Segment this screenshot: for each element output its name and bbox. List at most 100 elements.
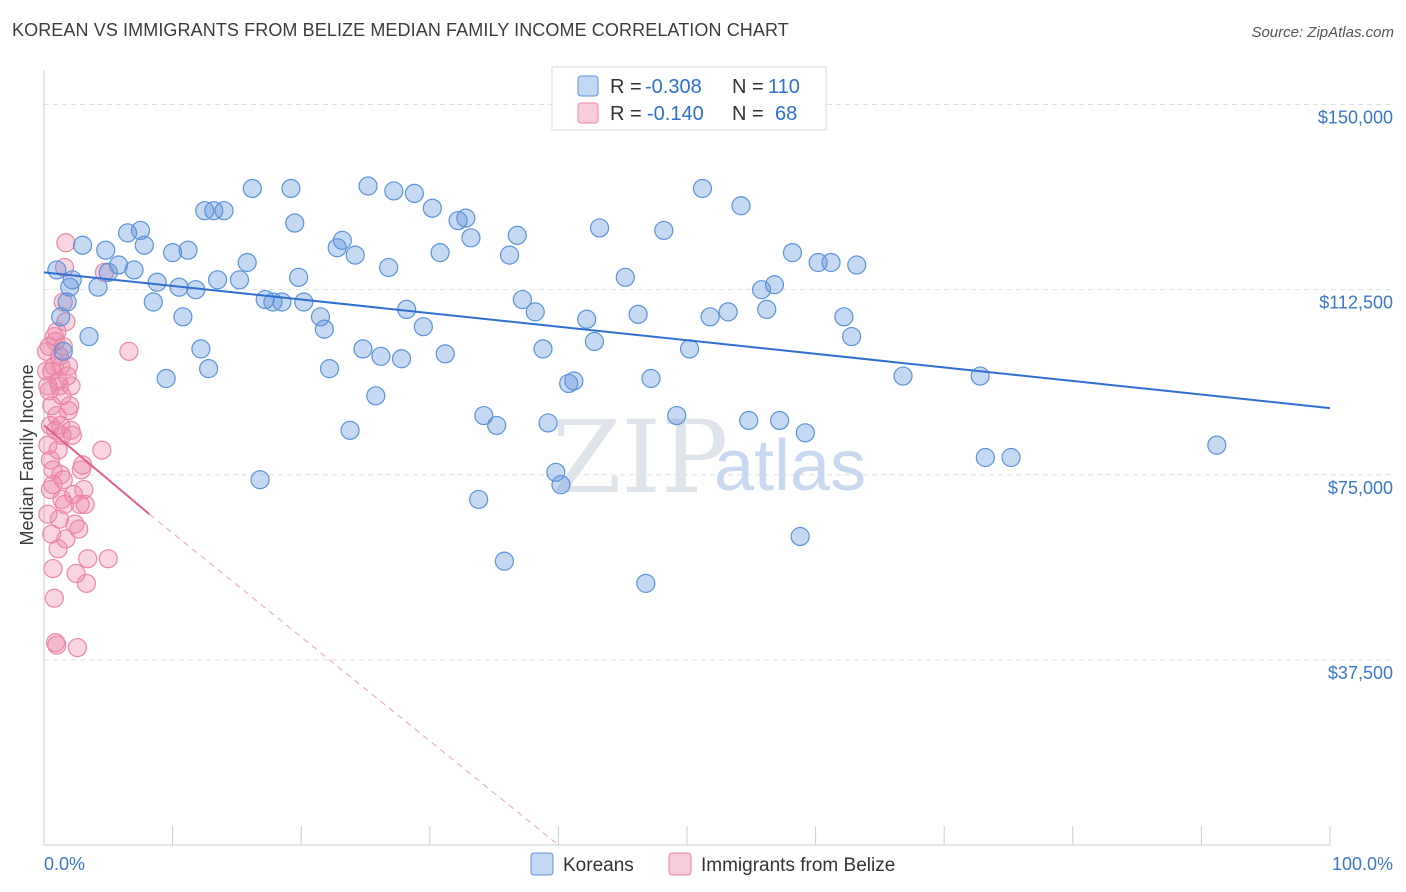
data-point [48, 440, 68, 460]
data-point [319, 359, 340, 379]
data-point [379, 257, 399, 278]
data-point [538, 413, 558, 433]
data-point [53, 470, 73, 490]
data-point [577, 309, 597, 329]
data-point [975, 447, 995, 468]
data-point [821, 252, 841, 273]
data-point [58, 401, 79, 421]
data-point [893, 366, 913, 386]
bottom-legend-swatch-koreans [530, 852, 554, 876]
data-point [38, 504, 58, 524]
data-point [615, 267, 635, 287]
data-point [559, 373, 579, 394]
data-point [57, 366, 77, 386]
data-point [60, 277, 80, 297]
data-point [51, 465, 71, 485]
chart-title: KOREAN VS IMMIGRANTS FROM BELIZE MEDIAN … [12, 20, 789, 40]
series-koreans-points [47, 109, 1227, 593]
data-point [525, 302, 545, 322]
data-point [70, 494, 90, 514]
data-point [147, 272, 167, 292]
data-point [654, 220, 674, 241]
trend-line-koreans [43, 271, 1331, 410]
data-point [499, 245, 520, 265]
trend-line-belize [43, 424, 151, 516]
data-point [456, 208, 476, 228]
data-point [384, 181, 404, 201]
data-point [78, 549, 98, 569]
y-tick-label: $112,500 [1319, 293, 1393, 313]
data-point [764, 275, 785, 295]
data-point [757, 299, 777, 320]
data-point [98, 549, 118, 569]
data-point [96, 240, 116, 260]
data-point [461, 228, 481, 248]
data-point [487, 415, 507, 436]
top-legend: R = -0.308 N = 110 R = -0.140 N = 68 [551, 66, 827, 131]
legend-r-label-belize: R = [610, 103, 642, 125]
data-point [51, 356, 71, 376]
data-point [79, 326, 99, 347]
data-point [204, 201, 224, 221]
bottom-legend-belize: Immigrants from Belize [701, 855, 895, 876]
data-point [834, 307, 854, 327]
data-point [641, 368, 661, 389]
data-point [56, 233, 76, 253]
data-point [53, 336, 73, 357]
data-point [134, 235, 154, 255]
data-point [551, 475, 571, 495]
data-point [38, 435, 58, 455]
bottom-legend-koreans: Koreans [563, 855, 634, 876]
data-point [281, 178, 301, 199]
data-point [208, 270, 228, 290]
trend-lines [43, 271, 1331, 846]
legend-n-value-koreans: 110 [768, 76, 800, 98]
data-point [39, 336, 59, 357]
data-point [40, 450, 61, 470]
data-point [353, 339, 373, 359]
data-point [61, 420, 81, 440]
data-point [57, 292, 77, 312]
data-point [718, 302, 738, 322]
x-ticks [43, 826, 1331, 845]
data-point [191, 339, 211, 359]
data-point [43, 475, 63, 495]
data-point [285, 213, 305, 233]
data-point [507, 225, 527, 245]
data-point [1001, 447, 1021, 468]
data-point [119, 341, 139, 361]
data-point [66, 563, 86, 584]
data-point [1207, 435, 1227, 455]
watermark-atlas: atlas [714, 426, 866, 506]
data-point [332, 230, 352, 250]
data-point [310, 307, 331, 327]
data-point [314, 319, 334, 339]
data-point [667, 405, 687, 426]
data-point [474, 405, 494, 426]
data-point [250, 470, 270, 490]
data-point [62, 270, 82, 290]
y-tick-labels: $37,500 $75,000 $112,500 $150,000 [1318, 108, 1393, 683]
data-point [67, 637, 88, 658]
data-point [98, 262, 118, 282]
data-point [47, 405, 67, 426]
data-point [124, 260, 144, 280]
data-point [74, 479, 94, 500]
data-point [47, 635, 67, 655]
data-point [52, 425, 72, 445]
data-point [584, 331, 605, 352]
y-tick-label: $75,000 [1328, 478, 1393, 498]
data-point [404, 183, 424, 204]
data-point [44, 588, 64, 608]
data-point [69, 519, 89, 539]
data-point [52, 489, 72, 510]
data-point [358, 176, 378, 196]
data-point [49, 509, 70, 529]
legend-swatch-koreans [577, 75, 599, 97]
data-point [782, 243, 803, 263]
data-point [692, 178, 713, 199]
data-point [178, 240, 198, 260]
watermark-zip: ZIP [552, 399, 728, 516]
data-point [53, 341, 73, 361]
series-belize-points [36, 233, 139, 658]
